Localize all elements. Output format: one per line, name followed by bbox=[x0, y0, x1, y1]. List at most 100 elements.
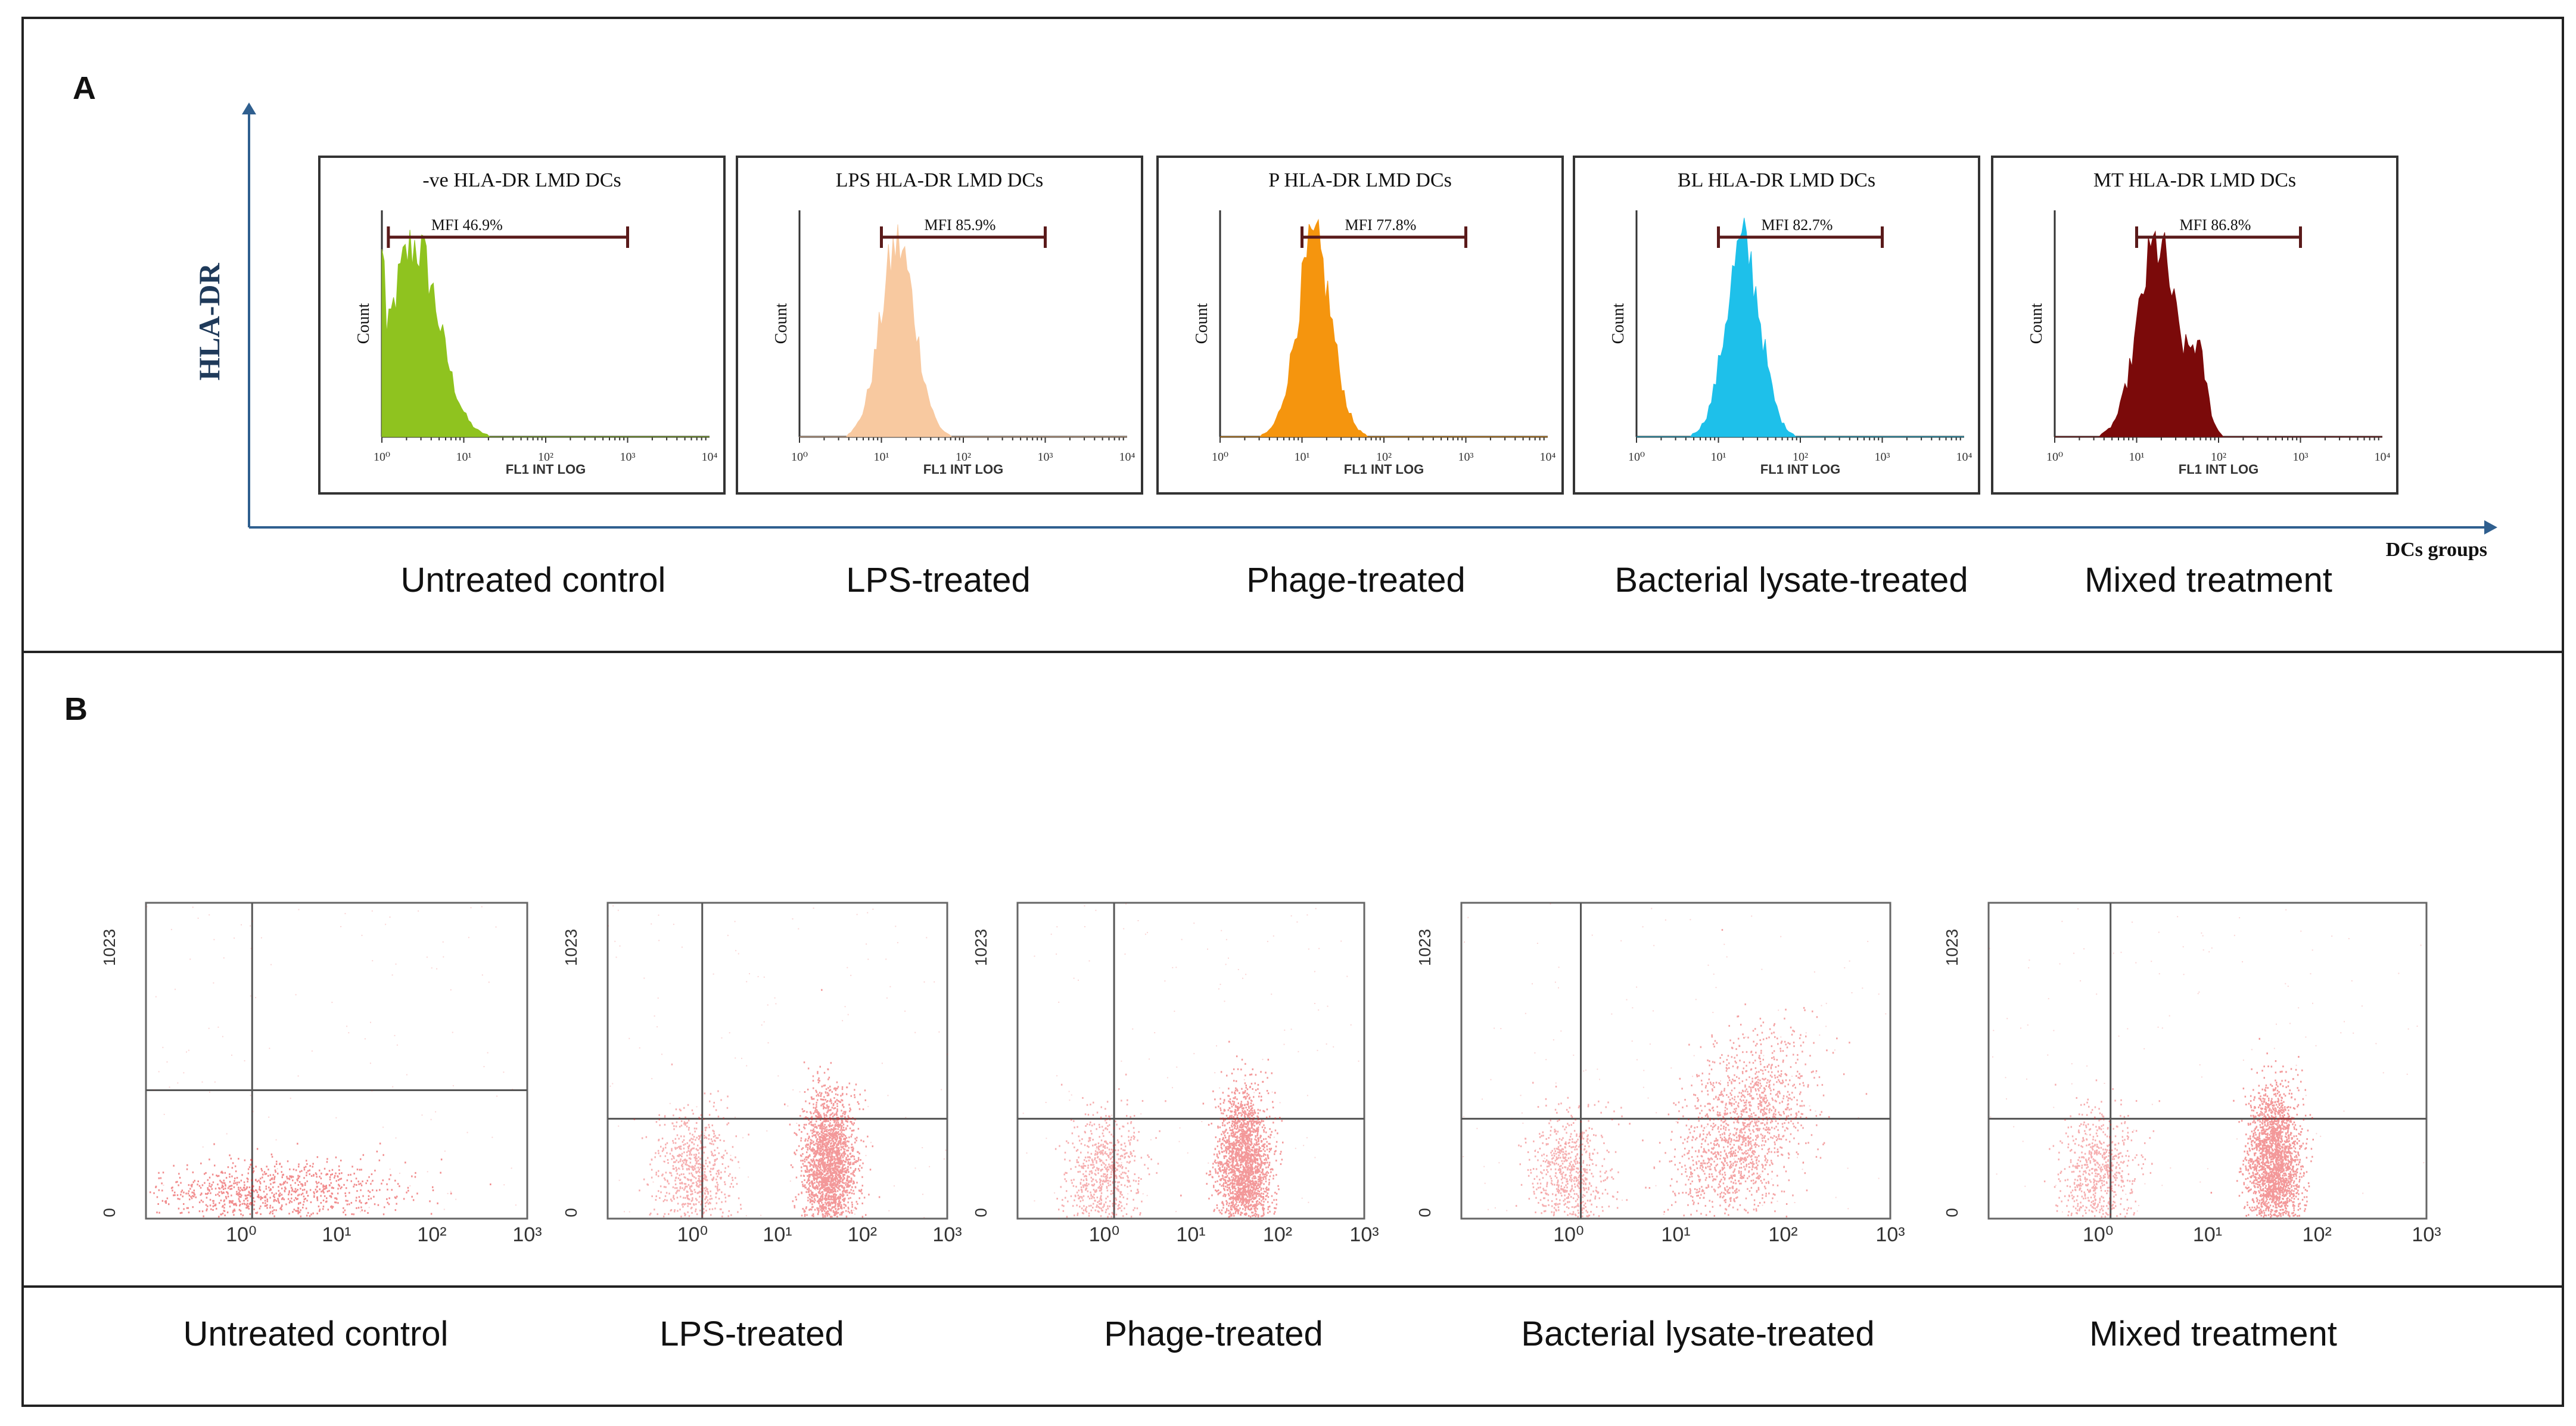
mfi-label: MFI 77.8% bbox=[1345, 216, 1417, 234]
panel-a-y-axis-arrow bbox=[242, 102, 256, 114]
histogram-4: MT HLA-DR LMD DCs 10⁰ 10¹ 10² 10³ 10⁴ FL1 INT … bbox=[1991, 156, 2398, 495]
dotplot-x-tick-label: 10³ bbox=[1349, 1223, 1379, 1246]
dotplot-x-tick-label: 10⁰ bbox=[677, 1223, 708, 1246]
dotplot-background-events bbox=[146, 906, 517, 1218]
dotplot-frame bbox=[1987, 902, 2428, 1220]
group-label-b-4: Mixed treatment bbox=[2089, 1315, 2337, 1353]
histogram-3: BL HLA-DR LMD DCs 10⁰ 10¹ 10² 10³ 10⁴ FL1 INT … bbox=[1573, 156, 1980, 495]
dotplot-x-tick-label: 10² bbox=[1768, 1223, 1797, 1246]
histogram-title: BL HLA-DR LMD DCs bbox=[1678, 169, 1875, 191]
dotplot-x-tick-label: 10¹ bbox=[763, 1223, 792, 1246]
dotplot-frame bbox=[606, 902, 948, 1220]
histogram-x-label: FL1 INT LOG bbox=[1344, 462, 1424, 477]
histogram-tick-label: 10⁴ bbox=[2375, 451, 2391, 464]
histogram-tick-label: 10¹ bbox=[456, 451, 472, 464]
dotplot-cluster-1 bbox=[1180, 1040, 1284, 1218]
histogram-tick-label: 10² bbox=[1376, 451, 1392, 464]
histogram-frame bbox=[1573, 156, 1980, 495]
dotplot-x-tick-label: 10¹ bbox=[1661, 1223, 1690, 1246]
histogram-fill bbox=[799, 224, 1127, 437]
dotplot-y-tick-1023: 1023 bbox=[100, 929, 119, 966]
histogram-x-label: FL1 INT LOG bbox=[923, 462, 1003, 477]
dotplot-background-events bbox=[1989, 908, 2425, 1217]
histogram-x-label: FL1 INT LOG bbox=[1760, 462, 1840, 477]
dotplot-y-tick-0: 0 bbox=[1943, 1208, 1961, 1217]
panel-b: B 0 1023 10⁰ 10¹ 10² 10³ 0 1023 10⁰ 10¹ 10² 10³ 0 102… bbox=[21, 651, 2564, 1288]
histogram-fill bbox=[381, 229, 710, 437]
dotplot-background-events bbox=[1463, 903, 1887, 1215]
group-label-b-0: Untreated control bbox=[183, 1315, 449, 1353]
histogram-1: LPS HLA-DR LMD DCs 10⁰ 10¹ 10² 10³ 10⁴ FL1 INT… bbox=[736, 156, 1143, 495]
dotplot-x-tick-label: 10³ bbox=[2412, 1223, 2441, 1246]
dotplot-x-tick-label: 10² bbox=[1263, 1223, 1292, 1246]
histogram-tick-label: 10⁰ bbox=[1212, 451, 1228, 464]
dotplot-cluster-0 bbox=[150, 1142, 491, 1218]
dotplot-y-tick-0: 0 bbox=[562, 1208, 580, 1217]
dotplot-y-tick-1023: 1023 bbox=[1943, 929, 1961, 966]
panel-b-label: B bbox=[64, 691, 88, 727]
dotplot-y-tick-1023: 1023 bbox=[562, 929, 580, 966]
histogram-title: MT HLA-DR LMD DCs bbox=[2093, 169, 2296, 191]
histogram-2: P HLA-DR LMD DCs 10⁰ 10¹ 10² 10³ 10⁴ FL1 INT L… bbox=[1156, 156, 1564, 495]
histogram-tick-label: 10⁰ bbox=[374, 451, 390, 464]
mfi-label: MFI 85.9% bbox=[925, 216, 996, 234]
panel-a-x-axis-label: DCs groups bbox=[2386, 539, 2487, 561]
histogram-tick-label: 10³ bbox=[1875, 451, 1890, 464]
dotplot-cluster-1 bbox=[1629, 929, 1868, 1217]
group-label-b-3: Bacterial lysate-treated bbox=[1521, 1315, 1874, 1353]
dotplot-cluster-0 bbox=[1516, 1082, 1628, 1218]
dotplot-x-tick-label: 10¹ bbox=[1176, 1223, 1205, 1246]
group-label-a-3: Bacterial lysate-treated bbox=[1614, 561, 1968, 599]
mfi-label: MFI 86.8% bbox=[2180, 216, 2251, 234]
dotplot-3: 0 1023 10⁰ 10¹ 10² 10³ bbox=[1415, 902, 1905, 1246]
histogram-y-label: Count bbox=[354, 303, 373, 344]
histogram-tick-label: 10³ bbox=[2293, 451, 2309, 464]
mfi-label: MFI 82.7% bbox=[1762, 216, 1833, 234]
dotplot-x-tick-label: 10² bbox=[417, 1223, 446, 1246]
dotplot-0: 0 1023 10⁰ 10¹ 10² 10³ bbox=[100, 902, 542, 1246]
histogram-tick-label: 10³ bbox=[1458, 451, 1474, 464]
histogram-tick-label: 10² bbox=[2211, 451, 2226, 464]
dotplot-y-tick-1023: 1023 bbox=[1415, 929, 1434, 966]
histogram-frame bbox=[1991, 156, 2398, 495]
panel-a-label: A bbox=[73, 70, 96, 106]
histogram-tick-label: 10³ bbox=[620, 451, 636, 464]
dotplot-cluster-0 bbox=[2043, 1079, 2160, 1218]
histogram-0: -ve HLA-DR LMD DCs 10⁰ 10¹ 10² 10³ 10⁴ FL1 INT… bbox=[318, 156, 726, 495]
dotplot-x-tick-label: 10³ bbox=[1875, 1223, 1905, 1246]
dotplot-x-tick-label: 10⁰ bbox=[1089, 1223, 1119, 1246]
dotplot-background-events bbox=[608, 905, 948, 1219]
dotplot-background-events bbox=[1022, 903, 1359, 1219]
group-label-b-1: LPS-treated bbox=[659, 1315, 844, 1353]
histogram-fill bbox=[2055, 230, 2382, 437]
dotplot-4: 0 1023 10⁰ 10¹ 10² 10³ bbox=[1943, 902, 2441, 1246]
dotplot-2: 0 1023 10⁰ 10¹ 10² 10³ bbox=[972, 902, 1379, 1246]
dotplot-x-tick-label: 10³ bbox=[512, 1223, 542, 1246]
histogram-fill bbox=[1220, 219, 1548, 437]
histogram-x-label: FL1 INT LOG bbox=[2179, 462, 2258, 477]
dotplot-cluster-0 bbox=[633, 1063, 749, 1217]
dotplot-cluster-1 bbox=[2210, 1037, 2314, 1218]
dotplot-cluster-1 bbox=[784, 989, 881, 1218]
group-label-b-2: Phage-treated bbox=[1104, 1315, 1323, 1353]
panel-a-group-labels: Untreated control LPS-treated Phage-trea… bbox=[401, 561, 2332, 599]
histogram-frame bbox=[736, 156, 1143, 495]
histogram-tick-label: 10⁰ bbox=[791, 451, 808, 464]
mfi-label: MFI 46.9% bbox=[431, 216, 503, 234]
scatter-row: 0 1023 10⁰ 10¹ 10² 10³ 0 1023 10⁰ 10¹ 10² 10³ 0 1023 1… bbox=[100, 902, 2441, 1246]
histogram-tick-label: 10² bbox=[538, 451, 553, 464]
histogram-fill bbox=[1637, 218, 1964, 437]
panel-a-y-axis-label: HLA-DR bbox=[192, 263, 226, 381]
panel-a-x-axis-arrow bbox=[2484, 520, 2497, 535]
histogram-tick-label: 10¹ bbox=[1295, 451, 1310, 464]
histogram-tick-label: 10⁰ bbox=[2046, 451, 2063, 464]
histogram-y-label: Count bbox=[772, 303, 791, 344]
dotplot-y-tick-0: 0 bbox=[972, 1208, 990, 1217]
dotplot-1: 0 1023 10⁰ 10¹ 10² 10³ bbox=[562, 902, 962, 1246]
histogram-tick-label: 10⁴ bbox=[1540, 451, 1556, 464]
histogram-tick-label: 10⁴ bbox=[702, 451, 718, 464]
dotplot-x-tick-label: 10⁰ bbox=[1553, 1223, 1583, 1246]
histogram-tick-label: 10⁰ bbox=[1628, 451, 1645, 464]
histogram-tick-label: 10² bbox=[1793, 451, 1808, 464]
dotplot-x-tick-label: 10³ bbox=[932, 1223, 962, 1246]
